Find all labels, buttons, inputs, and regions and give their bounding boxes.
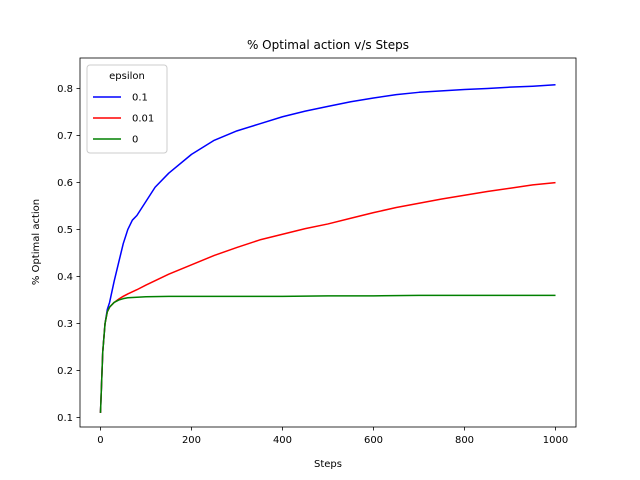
chart-title: % Optimal action v/s Steps (247, 38, 409, 52)
y-tick-label: 0.5 (57, 225, 73, 236)
y-tick-label: 0.4 (57, 272, 73, 283)
y-tick-label: 0.8 (57, 84, 73, 95)
legend: epsilon 0.1 0.01 0 (86, 64, 168, 154)
x-tick-label: 1000 (543, 435, 568, 446)
series-line-2 (99, 294, 556, 413)
legend-label-2: 0 (132, 135, 138, 146)
legend-box (86, 64, 168, 154)
y-tick-label: 0.1 (57, 413, 73, 424)
x-axis: 0 200 400 600 800 1000 (97, 427, 568, 446)
x-tick-label: 600 (364, 435, 383, 446)
series-layer (99, 84, 556, 413)
y-axis-title: % Optimal action (31, 199, 42, 285)
x-tick-label: 400 (273, 435, 292, 446)
series-line-0 (99, 84, 556, 413)
y-tick-label: 0.3 (57, 319, 73, 330)
x-tick-label: 800 (455, 435, 474, 446)
plot-frame (79, 57, 577, 428)
x-axis-title: Steps (314, 459, 342, 470)
y-tick-label: 0.6 (57, 178, 73, 189)
legend-label-0: 0.1 (132, 93, 148, 104)
legend-title: epsilon (109, 71, 145, 82)
y-tick-label: 0.2 (57, 366, 73, 377)
y-tick-label: 0.7 (57, 131, 73, 142)
legend-items: 0.1 0.01 0 (93, 93, 154, 146)
y-axis: 0.1 0.2 0.3 0.4 0.5 0.6 0.7 0.8 (57, 84, 80, 424)
legend-label-1: 0.01 (132, 114, 154, 125)
x-tick-label: 200 (182, 435, 201, 446)
x-tick-label: 0 (97, 435, 103, 446)
